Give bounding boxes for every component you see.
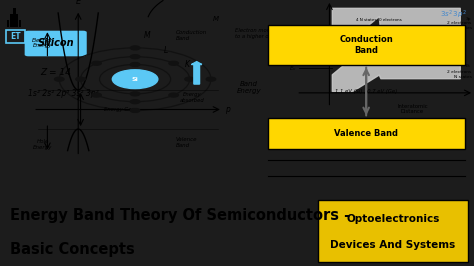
Circle shape [112,70,158,89]
Text: Electron moving
to a higher orbit: Electron moving to a higher orbit [235,28,278,39]
Circle shape [76,77,85,81]
Circle shape [130,46,140,50]
Text: L: L [164,46,168,55]
Text: 1.1 eV (Si) , 0.7 eV (Ge): 1.1 eV (Si) , 0.7 eV (Ge) [335,89,397,94]
Text: Valence
Band: Valence Band [175,137,197,148]
Text: Si: Si [132,77,138,82]
Text: Band
Energy: Band Energy [237,81,261,94]
Bar [268,26,465,65]
Text: 4 N states, 0 electrons: 4 N states, 0 electrons [356,18,402,22]
Circle shape [206,77,216,81]
Bar [268,118,465,149]
Text: $3s^2\,3p^2$: $3s^2\,3p^2$ [440,9,467,21]
Bar [13,8,16,27]
Text: Interatomic
Distance: Interatomic Distance [397,104,428,114]
Circle shape [185,77,194,81]
Text: $E_v$: $E_v$ [290,64,297,73]
Bar [7,20,9,27]
Text: p: p [225,105,230,114]
Circle shape [169,93,178,97]
Text: 3p
2 electrons
6 N states: 3p 2 electrons 6 N states [447,17,472,30]
Circle shape [130,92,140,96]
Circle shape [169,61,178,65]
Circle shape [130,55,140,59]
Text: Optoelectronics: Optoelectronics [346,214,439,224]
Text: M: M [144,31,150,40]
Text: Electron
Energy: Electron Energy [31,38,54,48]
Text: Conduction
Band: Conduction Band [339,35,393,55]
Circle shape [130,109,140,113]
Text: M: M [213,16,219,22]
Text: Valence Band: Valence Band [334,129,398,138]
Text: $E_c$: $E_c$ [290,31,297,40]
Text: 4 N states
4 electrons: 4 N states 4 electrons [367,41,392,49]
Text: K: K [185,60,190,69]
Bar [19,20,21,27]
Text: Z = 14: Z = 14 [40,68,71,77]
Bar [318,200,468,262]
Text: Energy Gap: Energy Gap [104,107,135,112]
Text: Energy Band Theory Of Semiconductors -: Energy Band Theory Of Semiconductors - [10,208,351,223]
Text: Hole
Energy: Hole Energy [33,139,52,150]
Circle shape [130,63,140,66]
Text: 1s² 2s² 2p⁶ 3s² 3p²: 1s² 2s² 2p⁶ 3s² 3p² [28,89,99,98]
Text: $E_g$: $E_g$ [299,47,306,57]
Circle shape [130,100,140,104]
Bar [16,14,18,27]
Text: Basic Concepts: Basic Concepts [10,242,135,257]
Bar [6,30,25,43]
Text: $E_s$
2 electrons
N states: $E_s$ 2 electrons N states [447,62,472,79]
Text: Silicon: Silicon [37,38,74,48]
FancyArrow shape [191,62,202,84]
Circle shape [92,61,101,65]
Text: Devices And Systems: Devices And Systems [330,240,456,250]
Text: ET: ET [10,32,20,41]
Circle shape [92,93,101,97]
Circle shape [55,77,64,81]
Text: Conduction
Band: Conduction Band [175,30,207,41]
Text: Energy
absorbed: Energy absorbed [180,92,204,103]
Bar [10,14,13,27]
FancyBboxPatch shape [25,31,87,56]
Text: E: E [75,0,81,6]
